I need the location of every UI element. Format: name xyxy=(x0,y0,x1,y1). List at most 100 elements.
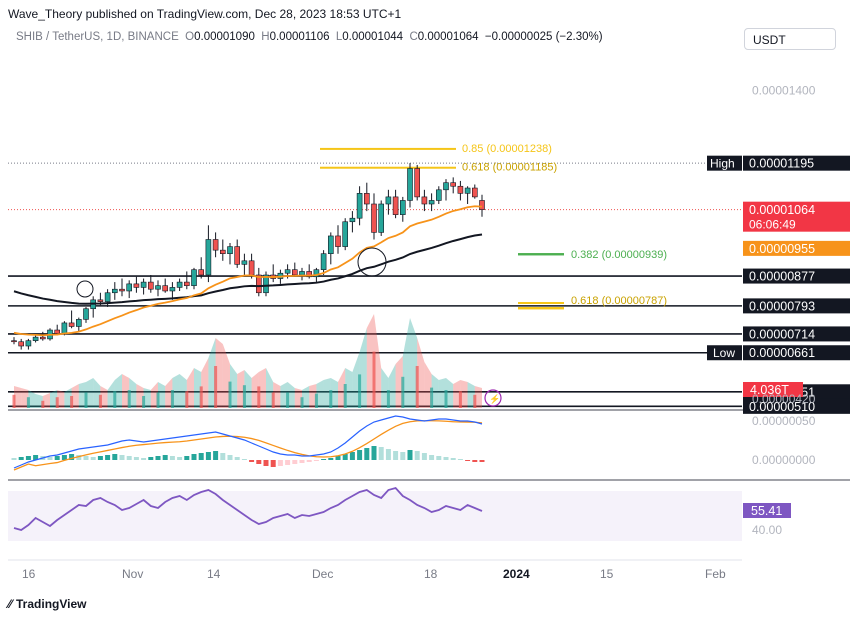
volume-bar xyxy=(300,397,304,408)
macd-histogram-bar xyxy=(33,455,39,460)
candle-body xyxy=(169,287,176,292)
macd-histogram-bar xyxy=(292,460,298,464)
macd-histogram-bar xyxy=(141,458,147,460)
volume-area xyxy=(150,382,158,408)
macd-histogram-bar xyxy=(342,454,348,460)
rsi-label-box xyxy=(743,503,791,518)
volume-area xyxy=(280,382,288,408)
volume-area xyxy=(359,328,367,408)
change-value: −0.00000025 (−2.30%) xyxy=(484,31,603,43)
volume-last-value: 4.036T xyxy=(750,383,789,397)
macd-histogram-bar xyxy=(220,453,226,460)
candle-body xyxy=(126,283,132,292)
volume-area xyxy=(172,374,180,408)
macd-histogram-bar xyxy=(414,451,420,460)
candle-body xyxy=(378,203,385,233)
volume-bar xyxy=(386,390,390,408)
candle-body xyxy=(299,271,305,276)
volume-area xyxy=(302,386,310,408)
macd-histogram-bar xyxy=(465,460,471,461)
volume-bar xyxy=(271,392,275,408)
candle-body xyxy=(198,269,204,276)
volume-area xyxy=(273,382,281,408)
volume-bar xyxy=(444,390,448,408)
rsi-line xyxy=(13,486,483,531)
volume-area xyxy=(251,372,259,408)
price-label-value: 0.00000955 xyxy=(749,242,815,256)
volume-area xyxy=(201,358,209,408)
macd-signal-line xyxy=(13,420,483,471)
macd-histogram-bar xyxy=(256,460,262,464)
footer-logo-text: TradingView xyxy=(16,596,87,611)
macd-histogram-bar xyxy=(299,460,305,463)
volume-bar xyxy=(84,392,88,408)
candle-body xyxy=(97,299,104,302)
macd-histogram-bar xyxy=(443,457,449,460)
volume-bar xyxy=(142,396,146,408)
macd-axis-tick: 0.00000050 xyxy=(752,414,816,428)
candle-body xyxy=(68,322,75,327)
macd-histogram-bar xyxy=(270,460,276,467)
macd-histogram-bar xyxy=(277,460,283,466)
volume-area xyxy=(287,382,295,408)
price-label-countdown: 06:06:49 xyxy=(749,218,796,232)
candle-body xyxy=(32,336,39,341)
candle-body xyxy=(320,253,327,270)
candle-body xyxy=(356,193,363,219)
volume-bar xyxy=(314,393,318,408)
volume-bar xyxy=(156,392,160,408)
symbol-name[interactable]: SHIB / TetherUS, 1D, BINANCE xyxy=(16,31,179,43)
candle-body xyxy=(205,239,212,276)
macd-histogram-bar xyxy=(479,460,485,462)
candle-body xyxy=(428,200,435,205)
volume-area xyxy=(165,378,173,408)
volume-bar xyxy=(329,390,333,408)
volume-bar xyxy=(26,397,30,408)
volume-area xyxy=(78,382,86,408)
macd-histogram-bar xyxy=(162,455,168,460)
x-axis-tick-label: 18 xyxy=(424,567,438,581)
volume-area xyxy=(64,388,72,408)
x-axis-tick-label: 2024 xyxy=(503,567,530,581)
volume-bar xyxy=(41,400,45,408)
macd-histogram-bar xyxy=(169,456,175,460)
volume-area xyxy=(208,338,216,408)
volume-area xyxy=(424,362,432,408)
candle-body xyxy=(464,187,471,194)
volume-area xyxy=(143,388,151,408)
macd-histogram-bar xyxy=(378,447,384,460)
currency-button[interactable]: USDT xyxy=(744,28,836,50)
rsi-axis-tick: 40.00 xyxy=(752,523,782,537)
price-tag-box xyxy=(707,345,742,361)
macd-histogram-bar xyxy=(133,457,139,460)
macd-histogram-bar xyxy=(54,456,60,460)
volume-area xyxy=(222,344,230,408)
macd-histogram-bar xyxy=(47,457,53,460)
volume-area xyxy=(100,386,108,408)
volume-area xyxy=(230,364,238,408)
fib-level-line xyxy=(518,253,564,256)
x-axis-tick-label: Dec xyxy=(312,567,333,581)
volume-area xyxy=(21,388,29,408)
volume-area xyxy=(114,374,122,408)
lightning-icon xyxy=(484,389,502,407)
candle-body xyxy=(176,281,183,288)
candle-body xyxy=(83,308,89,320)
macd-histogram-bar xyxy=(328,458,334,460)
volume-bar xyxy=(401,376,405,408)
volume-area xyxy=(338,368,346,408)
macd-histogram-bar xyxy=(61,455,67,460)
volume-label-box xyxy=(743,382,803,397)
golden-cross-circle-2 xyxy=(357,247,387,277)
volume-area xyxy=(453,380,461,408)
candle-body xyxy=(234,246,240,265)
macd-histogram-bar xyxy=(371,446,377,460)
close-value: 0.00001064 xyxy=(417,31,479,43)
volume-bar xyxy=(214,366,218,408)
candle-body xyxy=(255,274,262,294)
volume-area xyxy=(374,314,382,408)
macd-histogram-bar xyxy=(97,456,103,460)
candle-body xyxy=(162,285,168,292)
fib-level-line xyxy=(518,302,564,305)
